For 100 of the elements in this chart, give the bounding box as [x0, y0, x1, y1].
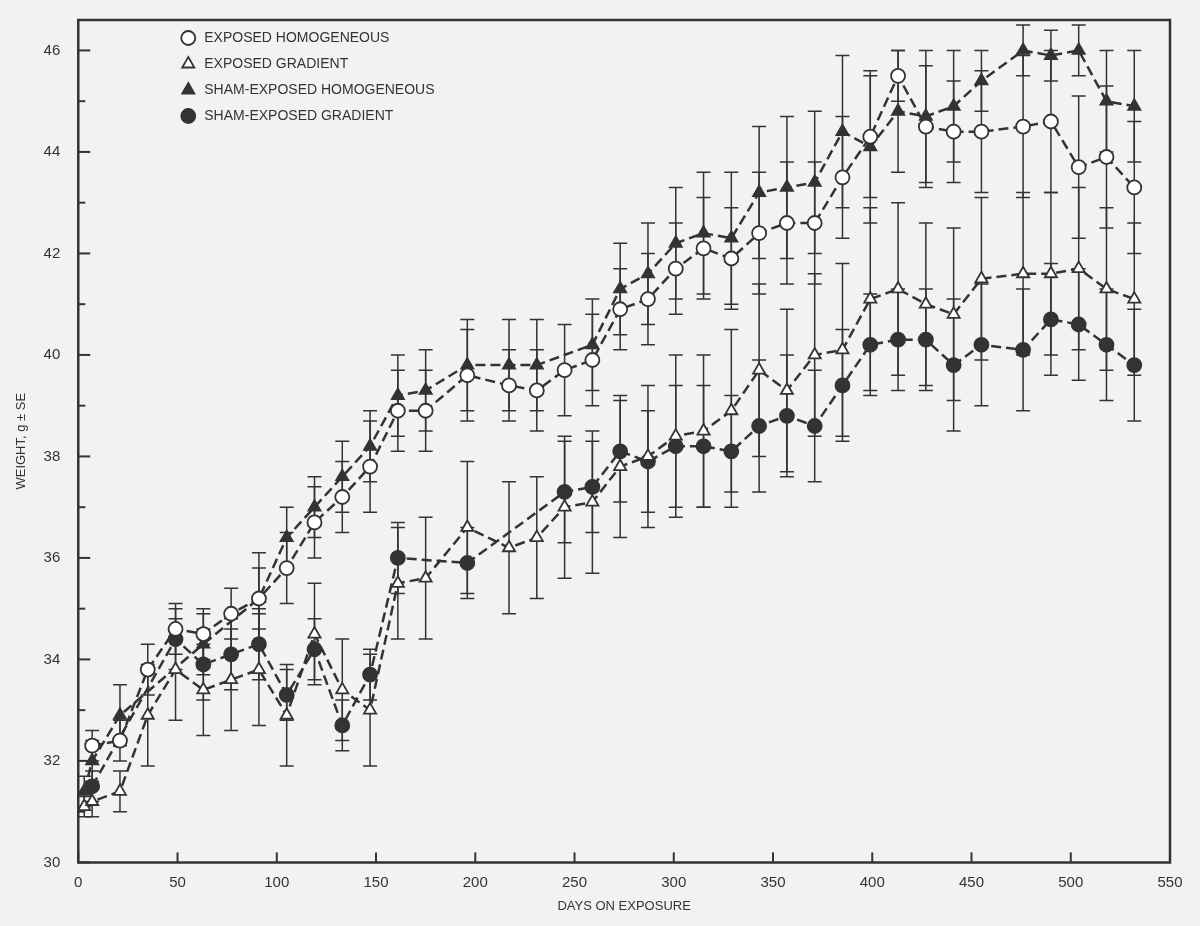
point [585, 336, 600, 350]
x-tick-label: 150 [363, 872, 389, 890]
point [834, 169, 851, 186]
x-tick-label: 500 [1058, 872, 1084, 890]
x-tick-label: 350 [760, 872, 786, 890]
point [641, 448, 655, 461]
x-tick-label: 300 [661, 872, 687, 890]
point [1043, 47, 1058, 60]
x-tick-label: 550 [1157, 872, 1183, 890]
x-tick-label: 450 [958, 872, 985, 890]
point [945, 357, 962, 373]
point [251, 636, 267, 653]
x-axis-title: DAYS ON EXPOSURE [557, 897, 692, 913]
y-tick-label: 42 [43, 243, 61, 261]
point [168, 661, 183, 674]
point [835, 341, 850, 355]
point [695, 240, 712, 257]
point [278, 687, 295, 703]
point [334, 717, 351, 734]
point [251, 661, 266, 674]
point [1043, 113, 1059, 130]
point [613, 281, 628, 294]
point [334, 489, 351, 505]
point [807, 174, 822, 187]
point [752, 362, 767, 375]
point [668, 235, 683, 248]
point [1098, 336, 1115, 353]
point [335, 468, 350, 482]
point [224, 671, 239, 685]
point [779, 382, 794, 395]
point [1016, 42, 1031, 55]
point [1098, 149, 1115, 165]
point [418, 382, 433, 395]
point [724, 230, 739, 243]
point [1127, 98, 1142, 111]
point [112, 732, 128, 749]
y-tick-label: 36 [43, 548, 61, 566]
point [724, 402, 739, 416]
point [335, 681, 350, 695]
point [1071, 260, 1086, 274]
point [529, 357, 544, 370]
point [84, 737, 101, 754]
point [917, 331, 934, 348]
point [695, 438, 712, 455]
point [946, 306, 961, 319]
point [1071, 42, 1086, 55]
point [974, 270, 989, 284]
point [139, 661, 156, 678]
point [556, 484, 573, 500]
point [501, 377, 517, 394]
point [196, 681, 211, 695]
point [641, 265, 655, 279]
point [195, 626, 212, 642]
point [806, 215, 823, 231]
point [1127, 291, 1142, 304]
point [113, 707, 127, 720]
x-tick-label: 400 [859, 872, 885, 890]
point [890, 67, 906, 84]
point [807, 347, 822, 360]
point [752, 184, 767, 197]
point [612, 301, 629, 318]
point [1043, 265, 1058, 279]
point [917, 118, 934, 135]
point [362, 666, 378, 683]
point [1070, 316, 1087, 333]
y-tick-label: 44 [43, 142, 61, 160]
legend-label: EXPOSED GRADIENT [204, 54, 349, 71]
point [278, 560, 295, 576]
point [306, 514, 323, 531]
point [612, 443, 629, 460]
x-tick-label: 100 [264, 872, 290, 890]
point [751, 418, 768, 434]
point [279, 707, 294, 720]
point [85, 753, 100, 766]
y-tick-label: 46 [43, 40, 61, 58]
point [460, 519, 475, 532]
point [696, 423, 711, 436]
point [307, 499, 322, 512]
point [585, 494, 600, 507]
point [389, 550, 406, 566]
x-tick-label: 250 [562, 872, 588, 890]
point [307, 626, 322, 639]
point [946, 98, 961, 111]
point [945, 123, 962, 140]
point [640, 291, 656, 308]
y-tick-label: 30 [43, 852, 61, 870]
point [1015, 118, 1032, 135]
point [113, 783, 127, 796]
point [529, 529, 544, 543]
point [390, 387, 405, 400]
x-tick-label: 0 [74, 872, 83, 890]
point [973, 123, 990, 140]
x-tick-label: 50 [169, 872, 186, 890]
point [723, 443, 740, 460]
y-tick-label: 34 [43, 649, 61, 667]
point [1126, 179, 1143, 196]
point [417, 402, 434, 419]
point [1099, 281, 1114, 294]
point [584, 352, 601, 368]
x-tick-label: 200 [462, 872, 488, 890]
